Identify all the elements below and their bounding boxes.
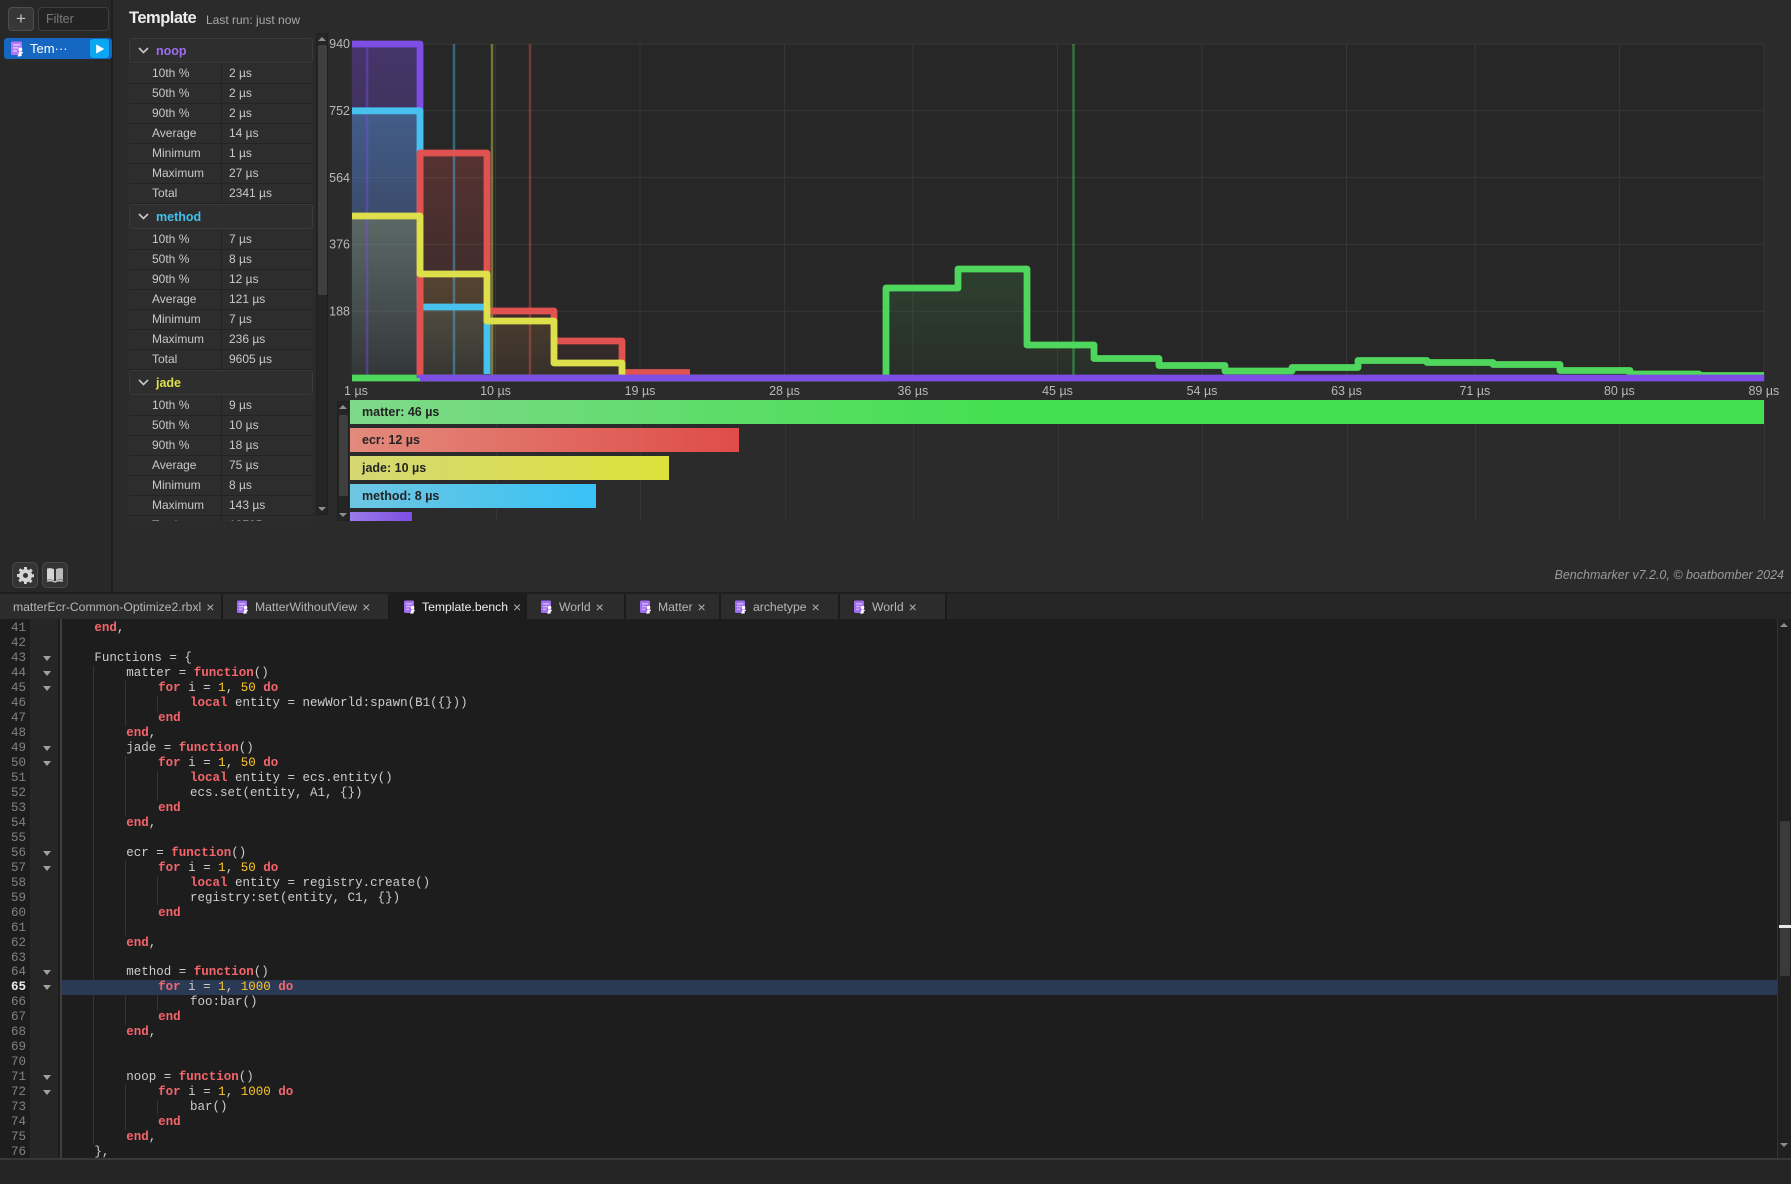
svg-text:940: 940 <box>329 37 350 51</box>
svg-text:19 µs: 19 µs <box>625 384 656 398</box>
svg-text:45 µs: 45 µs <box>1042 384 1073 398</box>
svg-text:36 µs: 36 µs <box>897 384 928 398</box>
svg-text:63 µs: 63 µs <box>1331 384 1362 398</box>
svg-text:376: 376 <box>329 238 350 252</box>
svg-text:752: 752 <box>329 104 350 118</box>
svg-text:80 µs: 80 µs <box>1604 384 1635 398</box>
svg-text:28 µs: 28 µs <box>769 384 800 398</box>
svg-text:10 µs: 10 µs <box>480 384 511 398</box>
svg-text:564: 564 <box>329 171 350 185</box>
svg-text:1 µs: 1 µs <box>344 384 368 398</box>
svg-text:89 µs: 89 µs <box>1748 384 1779 398</box>
svg-text:54 µs: 54 µs <box>1187 384 1218 398</box>
svg-text:71 µs: 71 µs <box>1459 384 1490 398</box>
svg-text:188: 188 <box>329 304 350 318</box>
